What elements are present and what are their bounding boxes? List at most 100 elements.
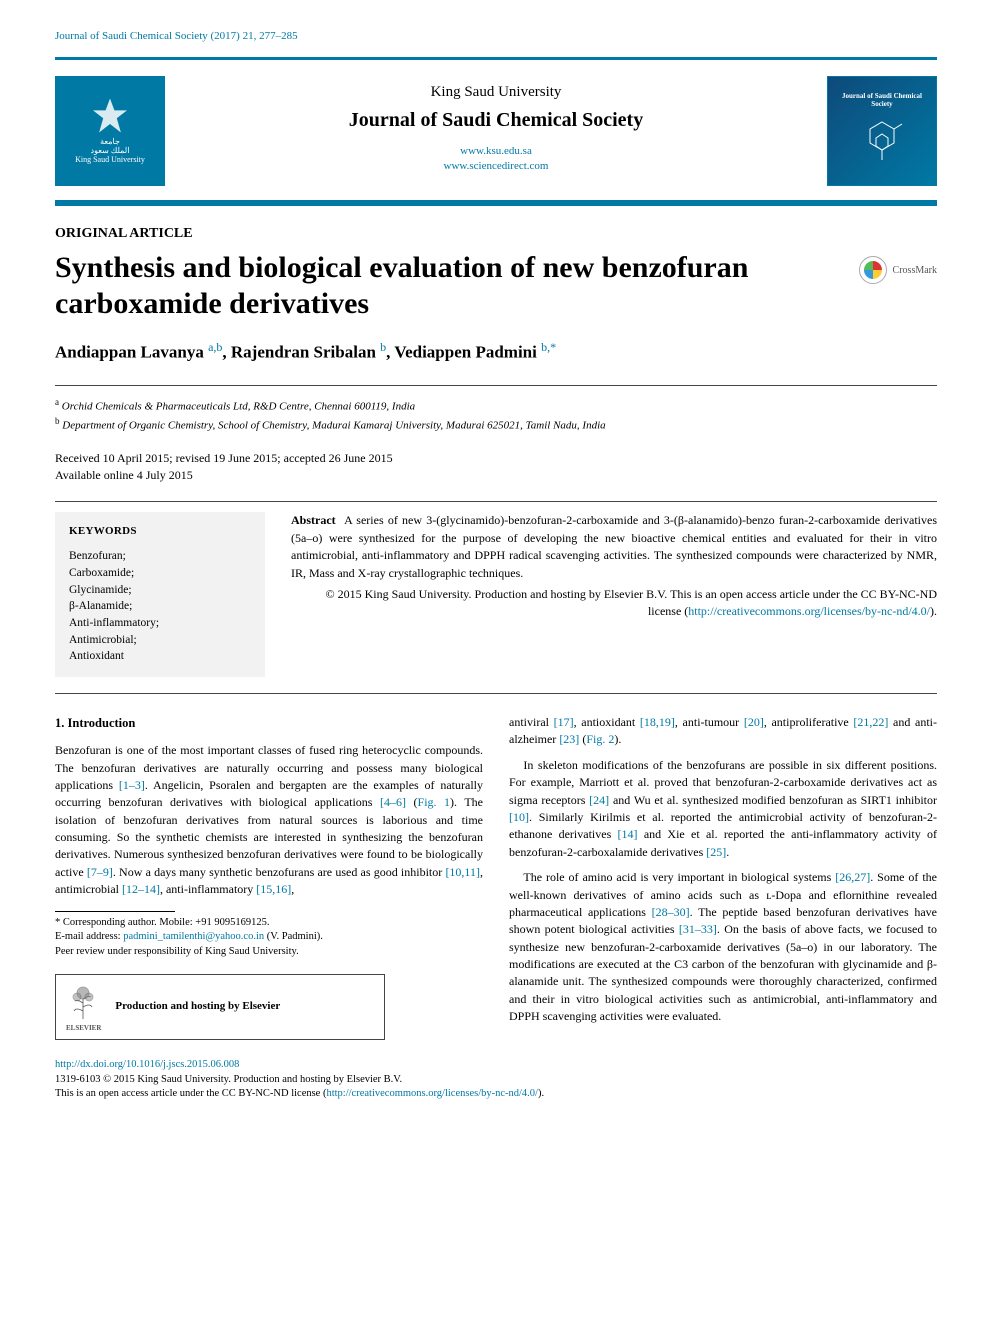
keywords-abstract-row: KEYWORDS Benzofuran; Carboxamide; Glycin…: [55, 512, 937, 677]
email-attr: (V. Padmini).: [264, 931, 323, 942]
affiliation-a-text: Orchid Chemicals & Pharmaceuticals Ltd, …: [62, 400, 415, 412]
hosting-text: Production and hosting by Elsevier: [115, 999, 280, 1015]
ref-20[interactable]: [20]: [744, 715, 764, 729]
masthead-center: King Saud University Journal of Saudi Ch…: [185, 76, 807, 174]
ref-31-33[interactable]: [31–33]: [679, 922, 717, 936]
author-1: Andiappan Lavanya: [55, 343, 208, 362]
crossmark-circle-icon: [859, 256, 887, 284]
elsevier-label: ELSEVIER: [66, 1023, 101, 1033]
authors: Andiappan Lavanya a,b, Rajendran Sribala…: [55, 340, 937, 363]
email-footnote: E-mail address: padmini_tamilenthi@yahoo…: [55, 930, 483, 945]
footnote-rule: [55, 911, 175, 912]
ref-21-22[interactable]: [21,22]: [853, 715, 888, 729]
intro-p1-h: ,: [291, 882, 294, 896]
col2-para-1: antiviral [17], antioxidant [18,19], ant…: [509, 714, 937, 749]
keyword-1: Benzofuran;: [69, 548, 251, 565]
keyword-4: β-Alanamide;: [69, 598, 251, 615]
keywords-box: KEYWORDS Benzofuran; Carboxamide; Glycin…: [55, 512, 265, 677]
journal-cover-thumb: Journal of Saudi Chemical Society: [827, 76, 937, 186]
oa-line: This is an open access article under the…: [55, 1087, 937, 1102]
license-close: ).: [930, 604, 937, 618]
molecule-icon: [854, 114, 910, 170]
ref-12-14[interactable]: [12–14]: [122, 882, 160, 896]
elsevier-logo: ELSEVIER: [66, 981, 101, 1033]
top-rule: [55, 57, 937, 60]
col2-para-3: The role of amino acid is very important…: [509, 869, 937, 1026]
keyword-2: Carboxamide;: [69, 565, 251, 582]
cover-journal-label: Journal of Saudi Chemical Society: [832, 92, 932, 108]
ref-4-6[interactable]: [4–6]: [380, 795, 406, 809]
c2p1-g: ).: [614, 732, 621, 746]
ref-25[interactable]: [25]: [706, 845, 726, 859]
email-label: E-mail address:: [55, 931, 123, 942]
sciencedirect-link[interactable]: www.sciencedirect.com: [185, 159, 807, 174]
keyword-6: Antimicrobial;: [69, 632, 251, 649]
keyword-5: Anti-inflammatory;: [69, 615, 251, 632]
peer-review-footnote: Peer review under responsibility of King…: [55, 945, 483, 960]
ref-1-3[interactable]: [1–3]: [119, 778, 145, 792]
corr-author-footnote: * Corresponding author. Mobile: +91 9095…: [55, 916, 483, 931]
ksu-logo-ar1: جامعة: [100, 137, 120, 146]
oa-close: ).: [538, 1088, 544, 1099]
crossmark-label: CrossMark: [893, 265, 937, 276]
author-1-aff: a,b: [208, 340, 222, 354]
intro-p1-g: , anti-inflammatory: [160, 882, 256, 896]
ref-7-9[interactable]: [7–9]: [87, 865, 113, 879]
c2p1-c: , anti-tumour: [675, 715, 744, 729]
keyword-3: Glycinamide;: [69, 582, 251, 599]
c2p1-b: , antioxidant: [574, 715, 640, 729]
affiliation-a: a Orchid Chemicals & Pharmaceuticals Ltd…: [55, 396, 937, 415]
fig2-link[interactable]: Fig. 2: [586, 732, 614, 746]
c2p3-d: . On the basis of above facts, we focuse…: [509, 922, 937, 1023]
abstract-label: Abstract: [291, 513, 336, 527]
masthead: جامعة الملك سعود King Saud University Ki…: [55, 66, 937, 192]
running-header-left: Journal of Saudi Chemical Society (2017)…: [55, 30, 298, 42]
running-header: Journal of Saudi Chemical Society (2017)…: [55, 30, 937, 42]
c2p2-b: and Wu et al. synthesized modified benzo…: [609, 793, 937, 807]
article-title: Synthesis and biological evaluation of n…: [55, 250, 841, 322]
authors-rule: [55, 385, 937, 386]
title-row: Synthesis and biological evaluation of n…: [55, 250, 937, 340]
footnotes: * Corresponding author. Mobile: +91 9095…: [55, 916, 483, 960]
column-left: 1. Introduction Benzofuran is one of the…: [55, 714, 483, 1040]
abstract: Abstract A series of new 3-(glycinamido)…: [291, 512, 937, 677]
col2-para-2: In skeleton modifications of the benzofu…: [509, 757, 937, 861]
ksu-crest-icon: [93, 99, 127, 133]
ref-18-19[interactable]: [18,19]: [640, 715, 675, 729]
license-link[interactable]: http://creativecommons.org/licenses/by-n…: [688, 604, 930, 618]
body-columns: 1. Introduction Benzofuran is one of the…: [55, 714, 937, 1040]
oa-text: This is an open access article under the…: [55, 1088, 326, 1099]
abstract-text: A series of new 3-(glycinamido)-benzofur…: [291, 513, 937, 579]
ref-26-27[interactable]: [26,27]: [835, 870, 870, 884]
elsevier-tree-icon: [66, 981, 100, 1021]
article-dates: Received 10 April 2015; revised 19 June …: [55, 450, 937, 484]
bottom-info: http://dx.doi.org/10.1016/j.jscs.2015.06…: [55, 1058, 937, 1102]
abstract-rule: [55, 693, 937, 694]
doi-link[interactable]: http://dx.doi.org/10.1016/j.jscs.2015.06…: [55, 1059, 239, 1070]
email-link[interactable]: padmini_tamilenthi@yahoo.co.in: [123, 931, 264, 942]
ksu-link[interactable]: www.ksu.edu.sa: [185, 144, 807, 159]
affiliation-b-text: Department of Organic Chemistry, School …: [62, 419, 605, 431]
corresponding-star: *: [550, 340, 556, 354]
crossmark-badge[interactable]: CrossMark: [859, 256, 937, 284]
affiliation-b: b Department of Organic Chemistry, Schoo…: [55, 415, 937, 434]
ref-10-11[interactable]: [10,11]: [445, 865, 480, 879]
intro-heading: 1. Introduction: [55, 714, 483, 732]
fig1-link[interactable]: Fig. 1: [418, 795, 451, 809]
keyword-7: Antioxidant: [69, 648, 251, 665]
ref-23[interactable]: [23]: [559, 732, 579, 746]
c2p1-a: antiviral: [509, 715, 554, 729]
c2p2-e: .: [726, 845, 729, 859]
dates-rule: [55, 501, 937, 502]
column-right: antiviral [17], antioxidant [18,19], ant…: [509, 714, 937, 1040]
ref-10b[interactable]: [10]: [509, 810, 529, 824]
ref-14[interactable]: [14]: [618, 827, 638, 841]
ref-24[interactable]: [24]: [589, 793, 609, 807]
masthead-links: www.ksu.edu.sa www.sciencedirect.com: [185, 144, 807, 174]
oa-license-link[interactable]: http://creativecommons.org/licenses/by-n…: [326, 1088, 538, 1099]
ref-17[interactable]: [17]: [554, 715, 574, 729]
author-3: , Vediappen Padmini: [386, 343, 541, 362]
intro-para-1: Benzofuran is one of the most important …: [55, 742, 483, 899]
ref-15-16[interactable]: [15,16]: [256, 882, 291, 896]
ref-28-30[interactable]: [28–30]: [652, 905, 690, 919]
